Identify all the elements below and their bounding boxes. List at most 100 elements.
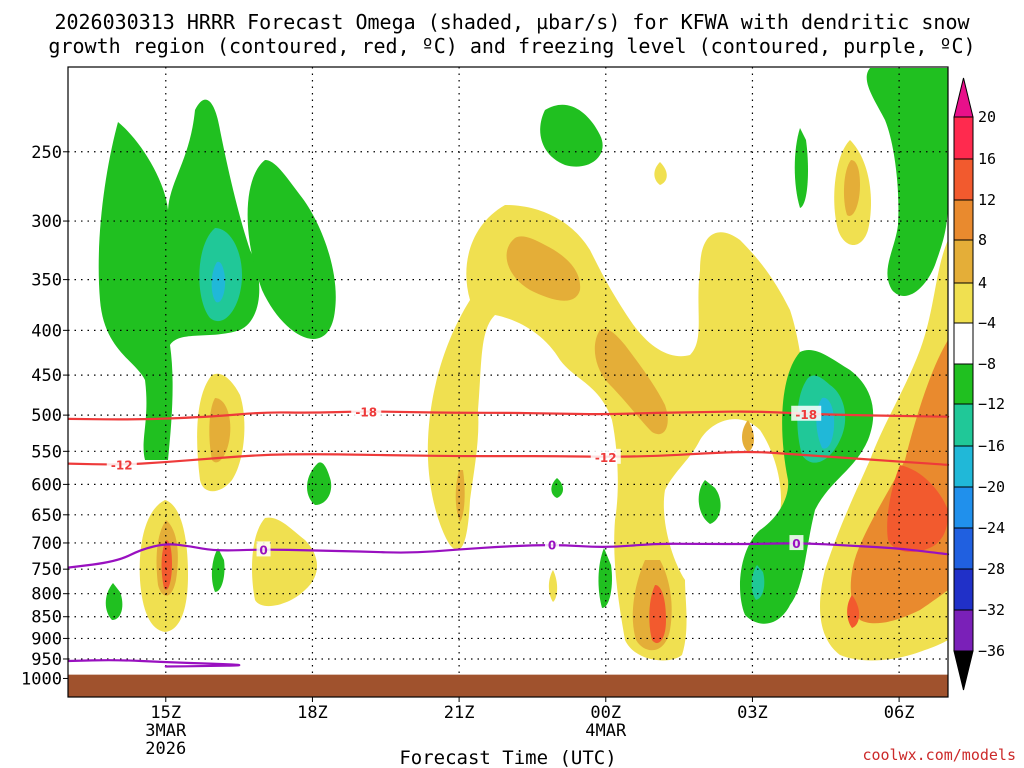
shade-orange-05z-top	[843, 160, 860, 216]
colorbar-segment	[953, 568, 974, 611]
contour-label: -18	[355, 405, 377, 419]
temperature-contours: -18 -18 -12 -12 0 0 0	[67, 403, 950, 668]
contour-line-1	[67, 450, 950, 466]
shade-orange-16z-mid	[209, 398, 231, 463]
shade-green-06z-top	[866, 68, 948, 296]
shade-yellow-patch-0045z	[654, 162, 667, 185]
contour-line-0	[67, 410, 950, 421]
x-tick-label: 06Z	[884, 703, 915, 723]
y-tick-label: 850	[31, 608, 62, 628]
shade-red-06z-lower	[887, 465, 948, 552]
colorbar-label: −8	[978, 355, 996, 373]
y-tick-label: 550	[31, 442, 62, 462]
shade-orange-0530z-low	[847, 595, 860, 628]
shade-orange-upper	[506, 236, 581, 301]
colorbar-label: 8	[978, 231, 987, 249]
y-tick-label: 750	[31, 560, 62, 580]
colorbar-label: −4	[978, 314, 996, 332]
chart-title-line-1: 2026030313 HRRR Forecast Omega (shaded, …	[54, 10, 970, 34]
colorbar: 20 16 12 8 4 −4 −8 −12 −16 −20 −24 −28 −32 −36	[953, 77, 1005, 691]
y-tick-label: 950	[31, 650, 62, 670]
shade-green-0330z-top	[794, 128, 808, 208]
colorbar-segment	[953, 445, 974, 488]
colorbar-label: −24	[978, 519, 1005, 537]
colorbar-segment	[953, 363, 974, 405]
shade-green-patch-16z-low	[211, 548, 225, 592]
shade-cyan-core	[211, 261, 226, 303]
shade-green-patch-0130z	[698, 480, 721, 524]
colorbar-segment	[953, 116, 974, 160]
colorbar-top-arrow	[953, 77, 974, 118]
y-tick-label: 300	[31, 212, 62, 232]
colorbar-label: 12	[978, 191, 996, 209]
source-credit: coolwx.com/models	[862, 746, 1016, 764]
plot-area: -18 -18 -12 -12 0 0 0	[67, 66, 950, 698]
colorbar-label: −12	[978, 395, 1005, 413]
shade-yellow-0230z-mid	[742, 420, 755, 452]
x-tick-label: 03Z	[737, 703, 768, 723]
shade-orange-mid	[594, 328, 668, 435]
contour-label: -12	[111, 459, 133, 473]
contour-label-background	[590, 448, 621, 464]
shade-yellow-left-streak	[455, 470, 465, 522]
colorbar-label: −16	[978, 437, 1005, 455]
colorbar-bottom-arrow	[953, 650, 974, 691]
colorbar-label: −28	[978, 560, 1005, 578]
contour-line-3	[67, 659, 241, 668]
shade-teal-03z-low	[751, 565, 765, 600]
contour-label-background	[791, 405, 822, 421]
colorbar-segment	[953, 239, 974, 284]
x-tick-date-label: 3MAR	[145, 721, 187, 741]
y-tick-label: 500	[31, 406, 62, 426]
shade-green-patch-14z	[105, 583, 123, 620]
contour-label-background	[106, 456, 137, 472]
surface-ground-fill	[68, 674, 948, 697]
colorbar-segment	[953, 609, 974, 652]
y-tick-label: 450	[31, 366, 62, 386]
x-tick-date-label: 4MAR	[585, 721, 627, 741]
x-axis-title: Forecast Time (UTC)	[399, 747, 616, 768]
y-tick-label: 350	[31, 271, 62, 291]
x-tick-year-label: 2026	[145, 739, 186, 759]
colorbar-segment	[953, 158, 974, 201]
contour-label: -12	[595, 451, 617, 465]
shade-green-right-top	[247, 160, 336, 339]
colorbar-segment	[953, 322, 974, 365]
shade-green-patch-2330z	[551, 478, 564, 498]
colorbar-segment	[953, 486, 974, 529]
y-tick-label: 800	[31, 585, 62, 605]
shade-green-patch-0030z	[598, 548, 612, 608]
colorbar-segment	[953, 282, 974, 324]
y-tick-label: 600	[31, 475, 62, 495]
plot-frame	[67, 66, 949, 698]
contour-label-background	[545, 536, 559, 552]
colorbar-label: 20	[978, 108, 996, 126]
y-tick-label: 250	[31, 143, 62, 163]
contour-label-background	[789, 535, 804, 551]
colorbar-label: −32	[978, 601, 1005, 619]
shade-green-upper-00z	[540, 104, 603, 167]
shade-orange-lower-01z	[649, 585, 666, 644]
colorbar-segment	[953, 403, 974, 447]
shade-green-patch-18z	[307, 462, 332, 505]
omega-shading	[98, 68, 948, 661]
y-tick-label: 700	[31, 534, 62, 554]
contour-label: 0	[548, 539, 556, 553]
y-axis-tick-labels: 2503003504004505005506006507007508008509…	[21, 143, 68, 689]
shade-red-15z-lower	[161, 540, 172, 590]
shade-yellow-17z-lower	[252, 517, 318, 607]
contour-label-background	[351, 403, 382, 419]
contour-label-background	[256, 541, 271, 557]
shade-yellow-central	[427, 205, 805, 661]
colorbar-label: 4	[978, 274, 987, 292]
plot-gridlines	[68, 67, 948, 697]
colorbar-segment	[953, 527, 974, 570]
colorbar-label: 16	[978, 150, 996, 168]
shade-yellow-patch-2330z-low	[548, 570, 558, 602]
contour-label: -18	[795, 408, 817, 422]
contour-label: 0	[792, 537, 800, 551]
y-tick-label: 650	[31, 506, 62, 526]
chart-title-line-2: growth region (contoured, red, ºC) and f…	[48, 34, 975, 58]
